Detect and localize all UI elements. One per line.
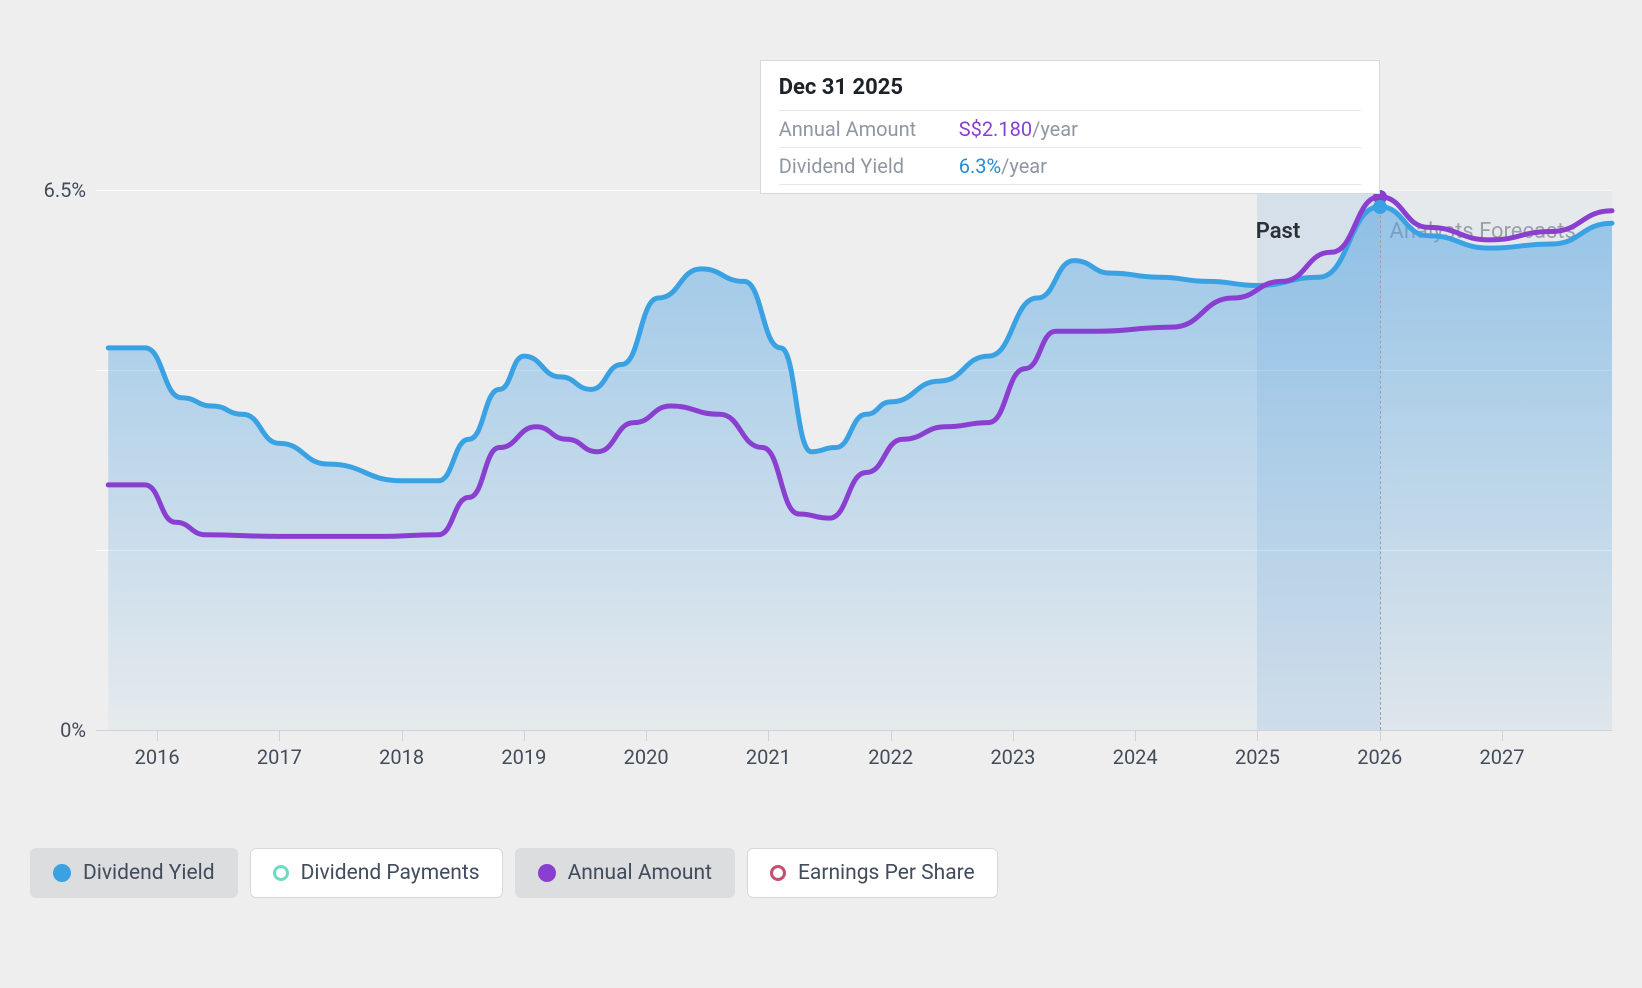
x-axis-tick [524, 731, 525, 741]
x-axis-tick-label: 2017 [257, 745, 302, 769]
legend-label: Dividend Payments [301, 861, 480, 885]
tooltip-row-key: Annual Amount [779, 117, 959, 141]
x-axis-tick [1380, 731, 1381, 741]
x-axis-tick-label: 2026 [1357, 745, 1402, 769]
chart-legend: Dividend Yield Dividend Payments Annual Am… [30, 848, 998, 898]
tooltip-row-value: 6.3% [959, 154, 1001, 178]
x-axis-tick [1135, 731, 1136, 741]
legend-item[interactable]: Annual Amount [515, 848, 735, 898]
x-axis-tick-label: 2020 [624, 745, 669, 769]
x-axis-tick [891, 731, 892, 741]
plot-area[interactable]: PastAnalysts Forecasts [96, 190, 1612, 730]
tooltip-row-key: Dividend Yield [779, 154, 959, 178]
legend-swatch [770, 865, 786, 881]
x-axis-tick-label: 2023 [990, 745, 1035, 769]
x-axis-tick-label: 2025 [1235, 745, 1280, 769]
dividend-yield-area [108, 207, 1612, 730]
legend-swatch [538, 864, 556, 882]
x-axis-tick-label: 2022 [868, 745, 913, 769]
x-axis-tick [1257, 731, 1258, 741]
x-axis-tick-label: 2018 [379, 745, 424, 769]
dividend-chart: PastAnalysts Forecasts 20162017201820192… [30, 30, 1612, 800]
tooltip-row-unit: /year [1032, 117, 1078, 141]
tooltip-row-unit: /year [1001, 154, 1047, 178]
legend-label: Annual Amount [568, 861, 712, 885]
x-axis-tick [279, 731, 280, 741]
x-axis-tick [1013, 731, 1014, 741]
tooltip-row-value: S$2.180 [959, 117, 1032, 141]
x-axis-tick-label: 2021 [746, 745, 791, 769]
cursor-line [1380, 190, 1381, 730]
legend-swatch [53, 864, 71, 882]
chart-tooltip: Dec 31 2025Annual AmountS$2.180/yearDivi… [760, 60, 1380, 194]
x-axis-tick-label: 2019 [501, 745, 546, 769]
x-axis-tick [646, 731, 647, 741]
tooltip-row: Dividend Yield6.3%/year [779, 148, 1361, 185]
tooltip-title: Dec 31 2025 [779, 75, 1361, 111]
legend-label: Dividend Yield [83, 861, 215, 885]
legend-item[interactable]: Dividend Yield [30, 848, 238, 898]
x-axis-tick [1502, 731, 1503, 741]
x-axis-tick [768, 731, 769, 741]
x-axis: 2016 2017 2018 2019 2020 2021 2022 2023 2024 2025… [96, 730, 1612, 770]
legend-label: Earnings Per Share [798, 861, 975, 885]
legend-item[interactable]: Earnings Per Share [747, 848, 998, 898]
tooltip-row: Annual AmountS$2.180/year [779, 111, 1361, 148]
y-axis-tick-label: 6.5% [6, 178, 86, 202]
x-axis-tick-label: 2024 [1113, 745, 1158, 769]
y-axis-tick-label: 0% [6, 718, 86, 742]
x-axis-tick [157, 731, 158, 741]
x-axis-tick-label: 2016 [135, 745, 180, 769]
x-axis-tick-label: 2027 [1479, 745, 1524, 769]
legend-item[interactable]: Dividend Payments [250, 848, 503, 898]
x-axis-tick [402, 731, 403, 741]
cursor-marker [1373, 200, 1387, 214]
legend-swatch [273, 865, 289, 881]
